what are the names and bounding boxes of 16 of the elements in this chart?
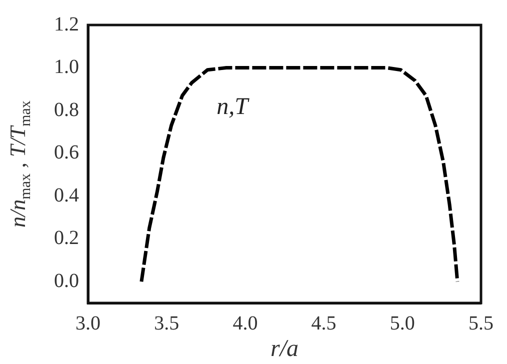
series-label: n,T <box>216 94 250 120</box>
x-tick-label: 4.5 <box>311 312 336 334</box>
x-tick-label: 3.5 <box>154 312 180 334</box>
x-tick-label: 5.5 <box>468 312 494 334</box>
x-tick-label: 4.0 <box>232 312 258 334</box>
x-axis-title: r/a <box>270 336 299 362</box>
y-tick-label: 0.6 <box>54 142 79 164</box>
y-tick-label: 0.8 <box>54 98 79 121</box>
y-tick-label: 0.2 <box>54 227 79 250</box>
x-tick-label: 3.0 <box>76 312 100 334</box>
x-tick-label: 5.0 <box>390 312 415 334</box>
y-tick-label: 0.4 <box>54 184 79 206</box>
line-series <box>140 66 460 284</box>
y-tick-label: 1.0 <box>54 56 79 78</box>
y-tick-label: 0.0 <box>54 270 79 292</box>
y-tick-label: 1.2 <box>54 13 79 36</box>
